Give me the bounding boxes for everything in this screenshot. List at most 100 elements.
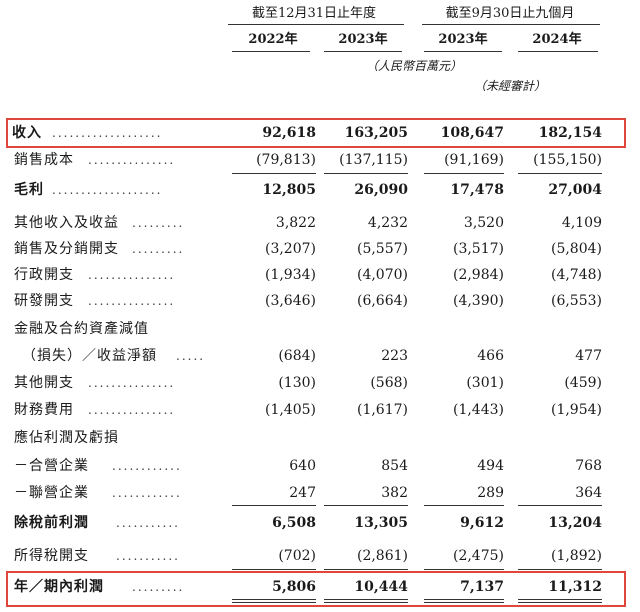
- subtotal-line-3: [518, 569, 602, 570]
- row-dots: .........: [132, 580, 185, 594]
- table-row-finance-costs: 財務費用 ............... (1,405) (1,617) (1,…: [0, 397, 640, 423]
- highlight-box-profit: [6, 571, 626, 607]
- year-header-2023: 2023年: [338, 32, 388, 47]
- cell-2023-9m: (301): [466, 375, 504, 391]
- cell-2023-9m: 3,520: [463, 215, 504, 231]
- table-row-impairment-net: （損失）／收益淨額 ..... (684) 223 466 477: [0, 343, 640, 369]
- cell-2022: (702): [278, 548, 316, 564]
- table-row-profit-before-tax: 除稅前利潤 ........... 6,508 13,305 9,612 13,…: [0, 510, 640, 536]
- cell-2024-9m: 182,154: [538, 125, 602, 141]
- cell-2023-9m: 7,137: [460, 579, 504, 595]
- cell-2023: 163,205: [344, 125, 408, 141]
- subtotal-line-0: [232, 569, 316, 570]
- row-dots: ...................: [52, 183, 163, 197]
- cell-2023: 854: [381, 458, 408, 474]
- row-dots: ...........: [116, 516, 180, 530]
- subtotal-line-3: [518, 505, 602, 506]
- cell-2024-9m: 27,004: [548, 182, 602, 198]
- cell-2023-9m: 108,647: [440, 125, 504, 141]
- subtotal-line-2: [424, 569, 504, 570]
- cell-2023-9m: 494: [477, 458, 504, 474]
- cell-2023: (6,664): [356, 293, 408, 309]
- currency-note: （人民幣百萬元）: [366, 59, 463, 73]
- subtotal-line-1: [324, 505, 408, 506]
- row-label: 其他開支: [14, 375, 74, 391]
- cell-2024-9m: (1,892): [550, 548, 602, 564]
- subtotal-line-3: [518, 173, 602, 174]
- total-double-line-3b: [518, 602, 602, 603]
- table-row-profit-for-period: 年／期內利潤 ......... 5,806 10,444 7,137 11,3…: [0, 574, 640, 600]
- period-header-nine-months: 截至9月30日止九個月: [445, 6, 575, 21]
- cell-2023: 382: [381, 485, 408, 501]
- cell-2024-9m: (6,553): [550, 293, 602, 309]
- year-header-2023-nine-months: 2023年: [438, 32, 488, 47]
- subtotal-line-2: [424, 173, 504, 174]
- cell-2022: (3,646): [264, 293, 316, 309]
- subtotal-line-0: [232, 505, 316, 506]
- row-dots: .....: [176, 349, 206, 363]
- row-label: 毛利: [14, 182, 44, 198]
- cell-2024-9m: (4,748): [550, 267, 602, 283]
- row-label: 除稅前利潤: [14, 515, 89, 531]
- row-dots: ............: [112, 486, 182, 500]
- row-label: －聯營企業: [14, 485, 89, 501]
- table-row-joint-ventures: －合營企業 ............ 640 854 494 768: [0, 453, 640, 479]
- period-underline-nine-months: [422, 24, 600, 25]
- cell-2023: 26,090: [354, 182, 408, 198]
- cell-2023-9m: (1,443): [452, 402, 504, 418]
- total-double-line-1a: [324, 599, 408, 600]
- table-row-share-heading: 應佔利潤及虧損: [0, 425, 640, 451]
- cell-2023-9m: (3,517): [452, 241, 504, 257]
- cell-2023-9m: 9,612: [460, 515, 504, 531]
- table-row-revenue: 收入 ................... 92,618 163,205 10…: [0, 120, 640, 146]
- year-header-2022: 2022年: [248, 32, 298, 47]
- year-underline-1: [324, 51, 402, 52]
- cell-2023: (4,070): [356, 267, 408, 283]
- cell-2024-9m: (459): [564, 375, 602, 391]
- cell-2023: 4,232: [367, 215, 408, 231]
- row-dots: ...............: [88, 403, 176, 417]
- cell-2023-9m: (2,984): [452, 267, 504, 283]
- cell-2024-9m: 4,109: [561, 215, 602, 231]
- cell-2022: 12,805: [262, 182, 316, 198]
- cell-2023-9m: 289: [477, 485, 504, 501]
- row-label: －合營企業: [14, 458, 89, 474]
- year-underline-2: [424, 51, 502, 52]
- row-label: 收入: [12, 125, 42, 141]
- row-label: 研發開支: [14, 293, 74, 309]
- subtotal-line-2: [424, 505, 504, 506]
- total-double-line-2a: [424, 599, 504, 600]
- cell-2022: 5,806: [272, 579, 316, 595]
- table-row-income-tax: 所得稅開支 ........... (702) (2,861) (2,475) …: [0, 543, 640, 569]
- table-row-gross-profit: 毛利 ................... 12,805 26,090 17,…: [0, 177, 640, 203]
- row-dots: ............: [112, 459, 182, 473]
- period-header-calendar-year: 截至12月31日止年度: [251, 6, 377, 21]
- row-dots: ...................: [52, 126, 163, 140]
- total-double-line-3a: [518, 599, 602, 600]
- table-row-other-income: 其他收入及收益 ......... 3,822 4,232 3,520 4,10…: [0, 210, 640, 236]
- cell-2023-9m: (91,169): [444, 152, 504, 168]
- cell-2024-9m: 13,204: [548, 515, 602, 531]
- cell-2022: 640: [289, 458, 316, 474]
- cell-2022: (684): [278, 348, 316, 364]
- row-dots: ...........: [116, 549, 180, 563]
- cell-2023: (1,617): [356, 402, 408, 418]
- cell-2023-9m: (4,390): [452, 293, 504, 309]
- cell-2022: 247: [289, 485, 316, 501]
- row-label: 銷售及分銷開支: [14, 241, 119, 257]
- cell-2023: 223: [381, 348, 408, 364]
- cell-2023: 13,305: [354, 515, 408, 531]
- cell-2024-9m: (1,954): [550, 402, 602, 418]
- cell-2024-9m: 11,312: [548, 579, 602, 595]
- year-underline-0: [232, 51, 310, 52]
- cell-2022: (79,813): [256, 152, 316, 168]
- cell-2023: 10,444: [354, 579, 408, 595]
- cell-2024-9m: 768: [575, 458, 602, 474]
- row-dots: ...............: [88, 376, 176, 390]
- row-label: 財務費用: [14, 402, 74, 418]
- total-double-line-1b: [324, 602, 408, 603]
- row-label: 其他收入及收益: [14, 215, 119, 231]
- row-label: 金融及合約資產減值: [14, 321, 149, 337]
- row-label: 銷售成本: [14, 152, 74, 168]
- cell-2024-9m: 364: [575, 485, 602, 501]
